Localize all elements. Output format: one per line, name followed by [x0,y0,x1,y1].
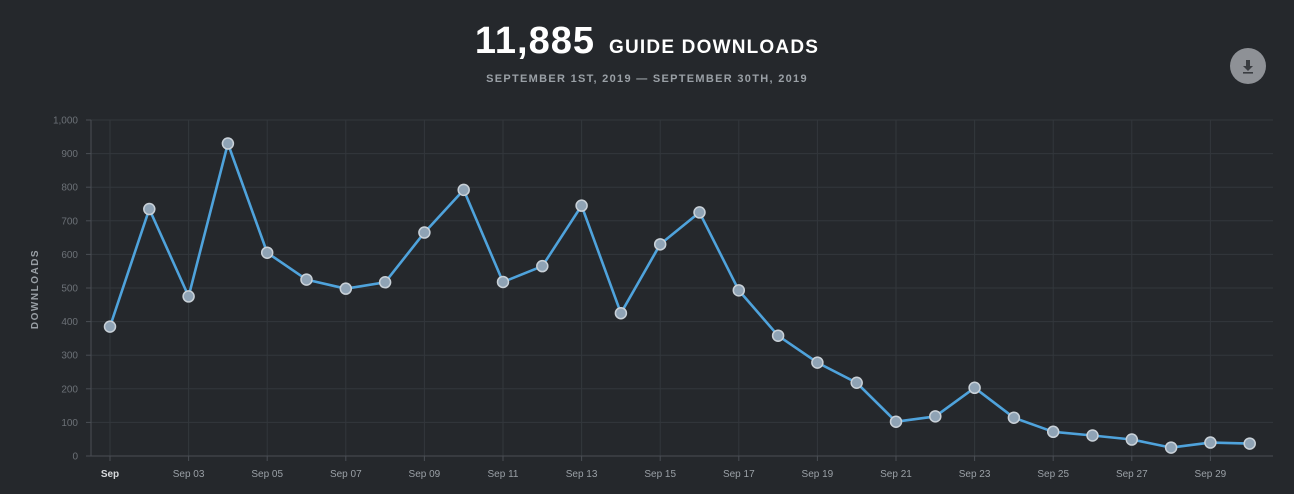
total-downloads: 11,885 [474,20,596,62]
data-point[interactable] [1164,441,1178,454]
x-tick-label: Sep 07 [330,469,362,480]
data-point[interactable] [260,246,274,259]
data-point[interactable] [811,356,824,369]
chart-header: 11,885 GUIDE DOWNLOADS SEPTEMBER 1ST, 20… [0,20,1294,85]
data-point[interactable] [143,202,156,216]
x-tick-label: Sep 25 [1037,469,1069,480]
data-point[interactable] [771,329,785,342]
data-point[interactable] [1243,437,1256,450]
y-tick-label: 200 [61,384,78,395]
x-tick-label: Sep [101,469,119,480]
series-line [108,142,1250,449]
x-tick-label: Sep 11 [488,469,519,480]
data-point[interactable] [457,183,470,197]
data-point[interactable] [300,273,313,286]
data-point[interactable] [1125,433,1139,446]
x-tick-label: Sep 21 [880,469,912,480]
data-point[interactable] [653,238,667,251]
headline-label: GUIDE DOWNLOADS [609,37,820,58]
data-point[interactable] [496,275,510,289]
headline: 11,885 GUIDE DOWNLOADS [0,20,1294,63]
data-point[interactable] [614,306,628,320]
y-tick-label: 1,000 [53,116,78,127]
data-point[interactable] [850,376,863,390]
y-tick-label: 400 [61,317,78,328]
axes: 0 100 200 300 400 500 600 700 800 900 1,000 Sep Sep … [30,116,1273,480]
y-tick-label: 800 [61,183,78,194]
x-tick-label: Sep 09 [409,469,441,480]
data-point[interactable] [1086,429,1099,442]
data-point[interactable] [1204,436,1217,449]
x-tick-label: Sep 29 [1195,469,1227,480]
data-point[interactable] [575,199,588,212]
x-tick-label: Sep 03 [173,469,205,480]
x-tick-label: Sep 15 [644,469,676,480]
x-tick-label: Sep 17 [723,469,755,480]
data-point[interactable] [339,282,353,295]
x-tick-label: Sep 05 [251,469,283,480]
x-tick-label: Sep 23 [959,469,991,480]
y-tick-label: 300 [61,351,78,362]
download-button[interactable] [1230,48,1266,84]
x-tick-label: Sep 19 [802,469,834,480]
data-point[interactable] [378,276,392,289]
grid [91,119,1273,457]
data-point[interactable] [1007,411,1021,424]
data-point[interactable] [889,415,903,428]
x-tick-label: Sep 13 [566,469,598,480]
data-point[interactable] [221,137,235,150]
y-tick-label: 900 [61,149,78,160]
data-point[interactable] [182,290,195,303]
y-tick-label: 600 [61,250,78,261]
series-layer [103,137,1256,454]
data-point[interactable] [103,320,117,333]
data-point[interactable] [732,284,746,297]
data-point[interactable] [968,381,981,395]
y-tick-label: 100 [61,418,78,429]
data-point[interactable] [693,206,706,219]
x-tick-label: Sep 27 [1116,469,1148,480]
data-point[interactable] [418,226,431,239]
y-tick-label: 500 [61,284,78,295]
date-range-subtitle: SEPTEMBER 1ST, 2019 — SEPTEMBER 30TH, 20… [486,73,808,85]
y-axis-title: DOWNLOADS [30,249,41,329]
y-tick-label: 0 [72,452,78,463]
data-point[interactable] [1046,425,1060,439]
download-icon [1243,60,1253,74]
y-tick-label: 700 [61,216,78,227]
data-point[interactable] [929,410,942,423]
data-point[interactable] [536,259,549,273]
